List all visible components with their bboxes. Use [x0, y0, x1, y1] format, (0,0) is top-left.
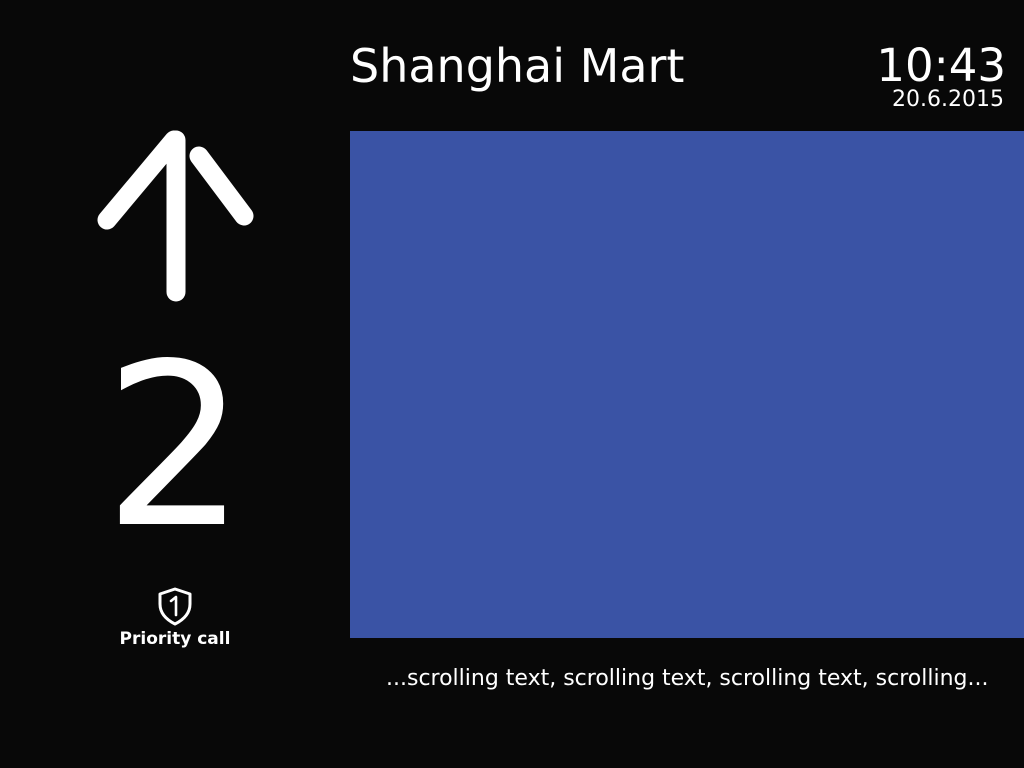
header: Shanghai Mart 10:43 20.6.2015	[350, 0, 1024, 130]
up-arrow-icon	[97, 130, 254, 302]
floor-number: 2	[103, 316, 247, 578]
priority-call-indicator: Priority call	[70, 586, 280, 650]
priority-shield-icon	[158, 587, 192, 626]
elevator-status-panel: 2 Priority call	[0, 0, 350, 768]
clock-time: 10:43	[876, 39, 1006, 92]
clock: 10:43 20.6.2015	[876, 40, 1006, 114]
building-name: Shanghai Mart	[350, 39, 685, 93]
scrolling-ticker: ...scrolling text, scrolling text, scrol…	[386, 666, 989, 691]
media-panel	[350, 131, 1024, 638]
priority-call-label: Priority call	[119, 629, 231, 649]
clock-date: 20.6.2015	[892, 87, 1004, 112]
